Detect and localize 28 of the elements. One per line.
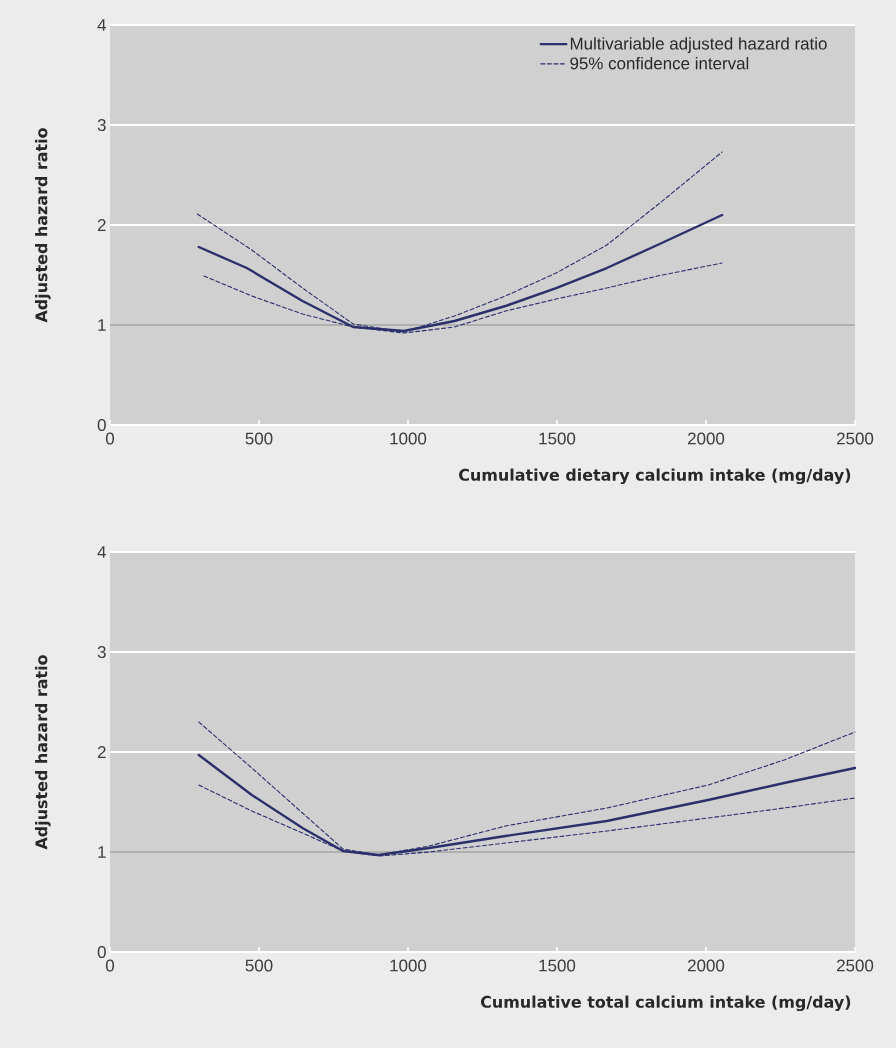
y-axis-title: Adjusted hazard ratio bbox=[35, 655, 51, 850]
x-tick-label: 1000 bbox=[390, 432, 427, 445]
y-tick-label: 0 bbox=[97, 946, 106, 959]
line-series bbox=[198, 721, 856, 856]
y-tick-label: 3 bbox=[97, 646, 106, 659]
x-tick-label: 1500 bbox=[539, 432, 576, 445]
x-tick-label: 500 bbox=[245, 959, 273, 972]
x-axis-title: Cumulative total calcium intake (mg/day) bbox=[480, 995, 851, 1012]
y-tick-label: 2 bbox=[97, 219, 106, 231]
x-tick-label: 2500 bbox=[837, 959, 874, 972]
x-tick-label: 2500 bbox=[837, 432, 874, 445]
y-tick-label: 1 bbox=[98, 319, 106, 331]
y-tick-label: 2 bbox=[97, 746, 106, 758]
y-axis-title: Adjusted hazard ratio bbox=[35, 128, 51, 323]
x-tick-label: 1000 bbox=[390, 959, 427, 972]
y-tick-label: 1 bbox=[98, 846, 106, 858]
line-series bbox=[196, 151, 723, 333]
x-tick-label: 500 bbox=[245, 432, 273, 445]
y-tick-label: 4 bbox=[97, 546, 106, 558]
legend-label: Multivariable adjusted hazard ratio bbox=[570, 37, 827, 53]
x-axis-title: Cumulative dietary calcium intake (mg/day) bbox=[459, 468, 851, 485]
y-tick-label: 0 bbox=[97, 419, 106, 432]
x-tick-label: 2000 bbox=[688, 432, 725, 445]
x-tick-label: 1500 bbox=[539, 959, 576, 972]
y-tick-label: 4 bbox=[97, 19, 106, 31]
x-tick-label: 2000 bbox=[688, 959, 725, 972]
y-tick-label: 3 bbox=[97, 119, 106, 132]
legend-label: 95% confidence interval bbox=[570, 56, 749, 70]
